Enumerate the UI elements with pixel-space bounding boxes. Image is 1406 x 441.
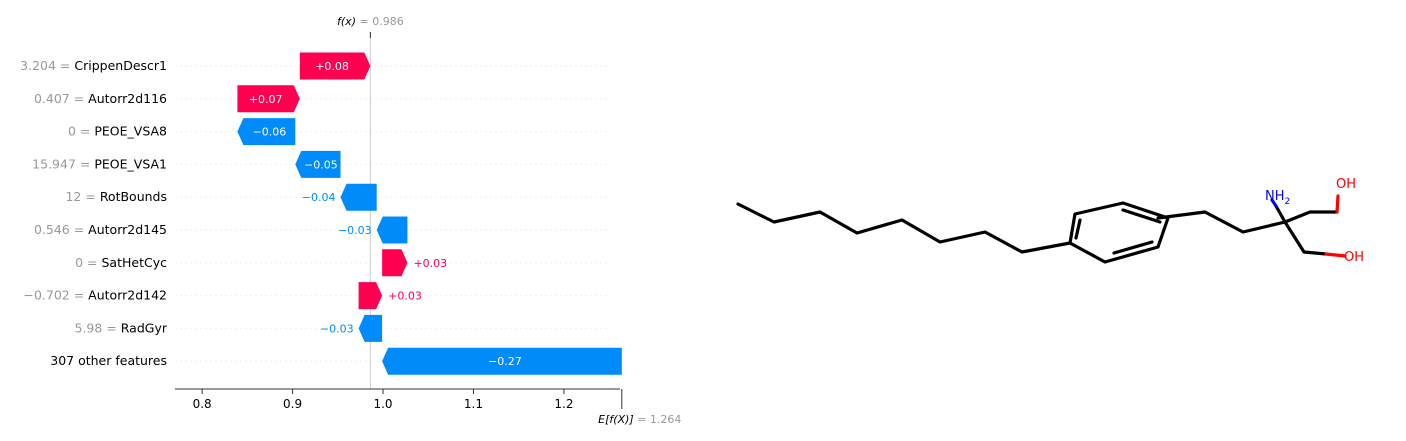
amine-symbol: NH	[1265, 189, 1285, 204]
feature-label: −0.702 = Autorr2d142	[23, 288, 167, 303]
feature-value: 0 =	[68, 124, 94, 139]
amine-subscript: 2	[1285, 197, 1291, 207]
x-tick-label: 0.8	[193, 397, 212, 411]
waterfall-chart: f(x) = 0.986 +0.08 +0.07 −0.06 −0.05 −0.04 −0…	[20, 15, 681, 426]
fx-equals: =	[359, 15, 372, 28]
feature-name: CrippenDescr1	[74, 58, 167, 73]
carbon-bonds	[736, 201, 1339, 264]
contribution-bar	[237, 118, 296, 146]
feature-name: Autorr2d145	[88, 222, 167, 237]
benzene-inner-bond	[1112, 240, 1154, 255]
feature-name: Autorr2d142	[88, 288, 167, 303]
feature-value: 0 =	[75, 255, 101, 270]
contribution-bar	[382, 249, 408, 277]
feature-value: 5.98 =	[75, 320, 121, 335]
molecule-structure: NH2 OH OH	[736, 177, 1364, 265]
feature-label: 0 = PEOE_VSA8	[68, 124, 167, 139]
hydroxyl-top-label: OH	[1336, 177, 1356, 192]
bar-value-label: +0.03	[388, 290, 422, 303]
fx-label: f(x) = 0.986	[337, 15, 404, 28]
feature-label: 5.98 = RadGyr	[75, 320, 168, 335]
feature-name: RadGyr	[121, 320, 168, 335]
alkyl-chain-bond	[736, 202, 1072, 254]
fx-symbol: f(x)	[337, 15, 356, 28]
base-label: E[f(X)] = 1.264	[598, 413, 681, 426]
feature-value: 0.546 =	[34, 222, 88, 237]
x-tick-label: 1.0	[373, 397, 392, 411]
contribution-bar	[237, 85, 300, 113]
base-equals: =	[637, 413, 650, 426]
upper-ch2-bond	[1283, 210, 1339, 224]
amine-bond	[1274, 204, 1287, 224]
bar-value-label: +0.03	[413, 257, 447, 270]
bar-value-label: +0.08	[315, 60, 349, 73]
feature-value: −0.702 =	[23, 288, 88, 303]
bar-value-label: −0.06	[252, 126, 286, 139]
bar-value-label: −0.03	[320, 322, 354, 335]
x-tick-label: 1.1	[464, 397, 483, 411]
x-axis-ticks: 0.8 0.9 1.0 1.1 1.2	[193, 389, 573, 411]
contribution-bar	[358, 314, 383, 342]
hydroxyl-bottom-label: OH	[1344, 250, 1364, 265]
feature-value: 0.407 =	[34, 91, 88, 106]
feature-value: 12 =	[65, 189, 99, 204]
contribution-bar	[376, 216, 408, 244]
contribution-bar	[358, 282, 383, 310]
feature-label: 3.204 = CrippenDescr1	[20, 58, 167, 73]
feature-label: 12 = RotBounds	[65, 189, 167, 204]
fx-value: 0.986	[372, 15, 404, 28]
contribution-bars: +0.08 +0.07 −0.06 −0.05 −0.04 −0.03 +0.03 +0.03…	[237, 52, 622, 375]
feature-name: PEOE_VSA8	[94, 124, 167, 139]
bar-value-label: −0.04	[302, 191, 336, 204]
x-tick-label: 0.9	[283, 397, 302, 411]
feature-label: 15.947 = PEOE_VSA1	[32, 156, 167, 171]
base-value: 1.264	[650, 413, 682, 426]
feature-name: Autorr2d116	[88, 91, 167, 106]
feature-value: 3.204 =	[20, 58, 74, 73]
hydroxyl-bottom-bond	[1324, 252, 1347, 258]
feature-label: 0.546 = Autorr2d145	[34, 222, 167, 237]
feature-label: 0 = SatHetCyc	[75, 255, 167, 270]
contribution-bar	[340, 183, 377, 211]
feature-name: RotBounds	[100, 189, 167, 204]
feature-name: PEOE_VSA1	[94, 156, 167, 171]
feature-value: 15.947 =	[32, 156, 94, 171]
x-tick-label: 1.2	[554, 397, 573, 411]
feature-labels: 3.204 = CrippenDescr1 0.407 = Autorr2d116…	[20, 58, 168, 368]
feature-label: 307 other features	[50, 353, 167, 368]
contribution-bar	[295, 150, 341, 178]
contribution-bar	[382, 347, 622, 375]
base-symbol: E[f(X)]	[598, 413, 634, 426]
hydroxyl-top-bond	[1335, 194, 1340, 214]
contribution-bar	[299, 52, 371, 80]
benzene-inner-bond	[1121, 208, 1162, 224]
bar-value-label: +0.07	[249, 93, 283, 106]
feature-name: SatHetCyc	[102, 255, 168, 270]
feature-name: 307 other features	[50, 353, 167, 368]
lower-ch2-bond	[1283, 220, 1328, 256]
benzene-inner-bond	[1074, 218, 1082, 240]
amine-label: NH2	[1265, 189, 1290, 207]
bar-value-label: −0.03	[338, 224, 372, 237]
feature-label: 0.407 = Autorr2d116	[34, 91, 167, 106]
amine-bond-colored	[1270, 198, 1278, 208]
propyl-linker-bond	[1156, 210, 1287, 234]
bar-value-label: −0.27	[488, 355, 522, 368]
bar-value-label: −0.05	[304, 158, 338, 171]
